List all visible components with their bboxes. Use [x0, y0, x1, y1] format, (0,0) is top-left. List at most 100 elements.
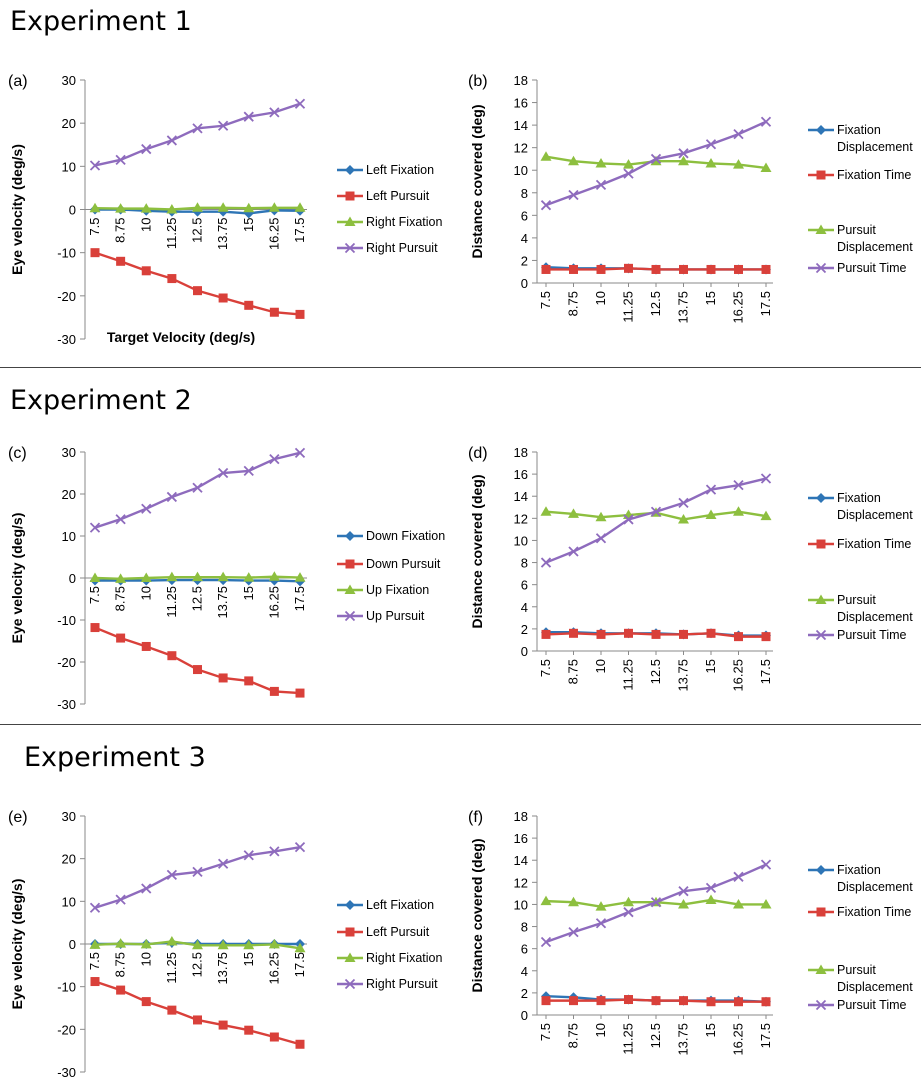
data-point: [706, 264, 716, 274]
legend-marker: [815, 999, 827, 1011]
data-point: [760, 473, 772, 484]
x-tick-label: 15: [703, 291, 718, 305]
legend-marker: [345, 900, 355, 910]
series-line: [94, 251, 301, 316]
legend-entry: Pursuit Displacement: [808, 223, 913, 254]
x-tick-label: 17.5: [292, 952, 307, 977]
chart-panel-f: (f) 0 2 4 6 8 10 12 14 16 18 7.5 8.75 10 11.25 12.5 13.7…: [468, 809, 913, 1056]
y-tick-label: 12: [514, 141, 528, 156]
data-point: [268, 938, 280, 949]
data-point: [269, 846, 280, 857]
experiment-1-title: Experiment 1: [10, 6, 192, 37]
data-point: [217, 571, 229, 582]
series-right-pursuit: [89, 98, 306, 171]
y-tick-label: 8: [521, 920, 528, 935]
y-tick-label: -10: [57, 613, 76, 628]
data-point: [141, 641, 151, 651]
x-tick-label: 11.25: [164, 586, 179, 618]
legend-marker: [815, 629, 827, 641]
data-point: [268, 571, 280, 581]
panel-label: (f): [468, 809, 483, 826]
x-tick-label: 10: [593, 1023, 608, 1037]
legend-label: Pursuit: [837, 963, 876, 977]
data-point: [115, 514, 126, 525]
y-tick-label: -20: [57, 1022, 76, 1037]
data-point: [218, 1020, 228, 1030]
x-tick-label: 11.25: [621, 1023, 636, 1055]
data-point: [269, 686, 279, 696]
data-point: [115, 894, 126, 905]
series-pursuit-time: [540, 116, 772, 211]
data-point: [705, 484, 717, 495]
chart-panel-a: (a) -30 -20 -10 0 10 20 30 7.5 8.75 10 11.25 12.5 13.…: [8, 73, 442, 347]
data-point: [568, 189, 579, 201]
data-point: [268, 202, 280, 212]
legend-entry: Fixation Time: [808, 537, 911, 551]
data-point: [140, 938, 152, 949]
data-point: [540, 200, 552, 211]
data-point: [624, 628, 633, 638]
series-right-fixation: [89, 202, 306, 214]
data-point: [679, 629, 688, 639]
data-point: [733, 159, 744, 169]
data-point: [192, 571, 203, 582]
experiment-3-title: Experiment 3: [24, 742, 206, 773]
legend-entry: Down Fixation: [337, 529, 445, 543]
data-point: [679, 996, 688, 1006]
series-line: [94, 102, 301, 167]
data-point: [540, 936, 552, 948]
data-point: [595, 918, 607, 929]
y-tick-label: -30: [57, 332, 76, 347]
data-point: [760, 510, 772, 521]
data-point: [734, 997, 743, 1007]
data-point: [541, 264, 551, 274]
y-tick-label: 12: [514, 511, 528, 526]
legend-marker: [816, 907, 826, 917]
y-tick-label: 10: [62, 894, 76, 909]
series-pursuit-time: [540, 859, 772, 948]
data-point: [624, 995, 633, 1005]
data-point: [167, 1005, 177, 1015]
x-tick-label: 17.5: [758, 1023, 773, 1048]
legend-label: Left Pursuit: [366, 189, 430, 203]
data-point: [217, 467, 229, 479]
series-pursuit-displacement: [540, 506, 772, 524]
series-line: [545, 477, 767, 564]
data-point: [141, 883, 152, 894]
data-point: [705, 139, 717, 150]
data-point: [733, 871, 744, 882]
legend-label: Right Fixation: [366, 951, 442, 965]
data-point: [568, 155, 579, 166]
data-point: [540, 151, 552, 161]
legend-marker: [345, 165, 355, 175]
x-tick-label: 8.75: [566, 1023, 581, 1048]
y-tick-label: 30: [62, 809, 76, 824]
data-point: [734, 264, 743, 274]
x-tick-label: 11.25: [621, 291, 636, 323]
legend-label: Right Pursuit: [366, 241, 438, 255]
legend-entry: Down Pursuit: [337, 557, 441, 571]
legend-entry: Right Pursuit: [337, 977, 438, 991]
data-point: [192, 482, 203, 493]
legend-entry: Left Pursuit: [337, 925, 430, 939]
section-divider: [0, 367, 921, 368]
data-point: [166, 135, 178, 146]
y-tick-label: 4: [521, 231, 528, 246]
data-point: [166, 491, 178, 503]
y-axis-label: Distance covered (deg): [469, 474, 485, 628]
legend-marker: [816, 539, 826, 549]
series-left-pursuit: [90, 248, 305, 319]
y-tick-label: 6: [521, 578, 528, 593]
legend-label: Fixation Time: [837, 905, 911, 919]
y-tick-label: 4: [521, 600, 528, 615]
data-point: [244, 1025, 254, 1035]
y-tick-label: 6: [521, 208, 528, 223]
x-tick-label: 17.5: [758, 291, 773, 316]
x-tick-label: 16.25: [266, 586, 281, 619]
data-point: [678, 155, 689, 166]
data-point: [705, 894, 717, 905]
data-point: [243, 465, 254, 477]
series-down-pursuit: [90, 623, 305, 698]
data-point: [624, 263, 633, 273]
x-tick-label: 8.75: [113, 218, 128, 243]
